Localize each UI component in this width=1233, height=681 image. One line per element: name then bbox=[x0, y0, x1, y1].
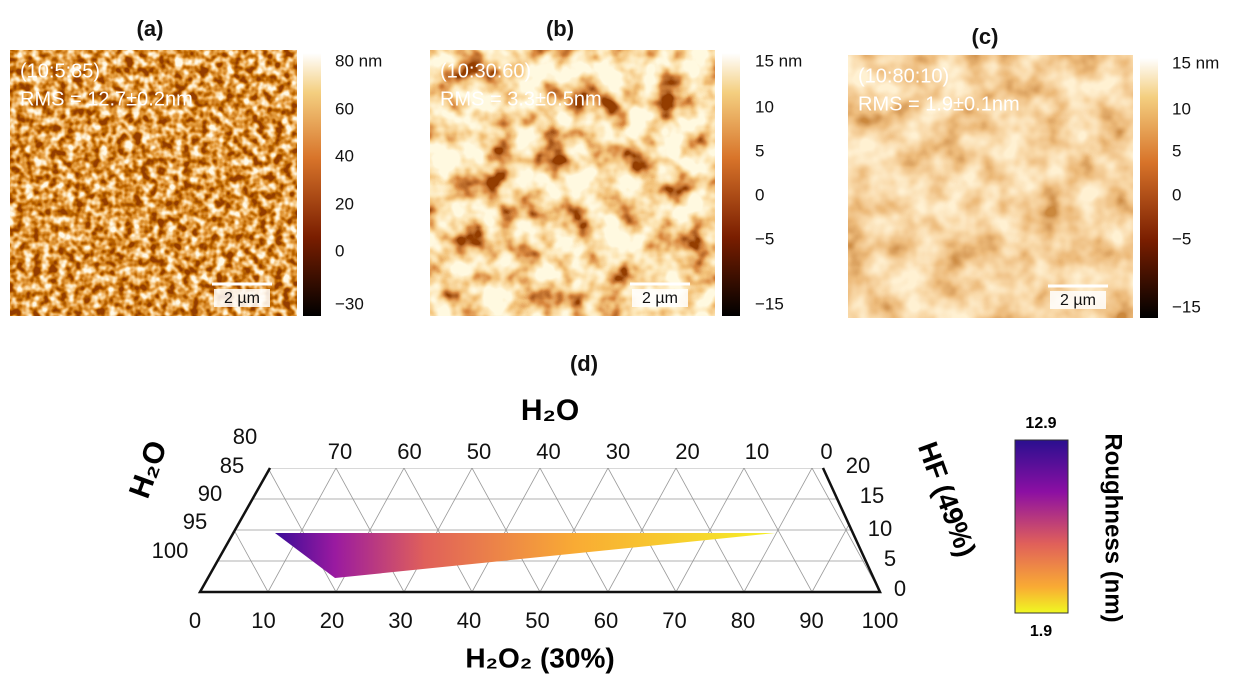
colorbar-tick-label: 40 bbox=[335, 146, 354, 165]
scale-bar-label: 2 µm bbox=[642, 290, 678, 307]
colorbar-tick-label: 5 bbox=[1172, 141, 1181, 160]
panel-label: (d) bbox=[570, 351, 598, 376]
top-tick-label: 30 bbox=[606, 439, 630, 464]
bottom-axis-title: H₂O₂ (30%) bbox=[465, 642, 614, 673]
rms: RMS = 3.3±0.5nm bbox=[440, 88, 602, 110]
rms: RMS = 12.7±0.2nm bbox=[20, 88, 193, 110]
colorbar-title: Roughness (nm) bbox=[1100, 433, 1127, 622]
scale-bar-label: 2 µm bbox=[224, 290, 260, 307]
colorbar-tick-label: −15 bbox=[1172, 297, 1201, 316]
grid-line bbox=[64, 468, 132, 592]
bottom-tick-label: 90 bbox=[799, 608, 823, 633]
grid bbox=[0, 468, 1233, 592]
bottom-tick-label: 50 bbox=[525, 608, 549, 633]
bottom-tick-label: 80 bbox=[731, 608, 755, 633]
top-tick-label: 10 bbox=[745, 439, 769, 464]
bottom-tick-label: 30 bbox=[388, 608, 412, 633]
bottom-tick-label: 10 bbox=[251, 608, 275, 633]
colorbar-tick-label: 15 nm bbox=[755, 51, 802, 70]
colorbar-tick-label: −5 bbox=[755, 229, 774, 248]
panel-label: (b) bbox=[546, 16, 574, 41]
rms: RMS = 1.9±0.1nm bbox=[858, 93, 1020, 115]
colorbar-tick-label: −30 bbox=[335, 294, 364, 313]
left-axis-title: H₂O bbox=[123, 436, 174, 502]
colorbar-max: 12.9 bbox=[1025, 415, 1056, 432]
right-axis-title: HF (49%) bbox=[912, 438, 982, 561]
colorbar-tick-label: 15 nm bbox=[1172, 53, 1219, 72]
grid-line bbox=[267, 468, 337, 592]
left-tick-label: 100 bbox=[152, 538, 189, 563]
grid-line bbox=[0, 468, 64, 592]
colorbar-tick-label: −15 bbox=[755, 294, 784, 313]
colorbar bbox=[1140, 58, 1158, 318]
top-tick-label: 0 bbox=[820, 439, 832, 464]
scale-bar-bg bbox=[632, 289, 688, 307]
colorbar-tick-label: 0 bbox=[1172, 185, 1181, 204]
roughness-region bbox=[275, 533, 775, 578]
grid-line bbox=[0, 468, 64, 592]
colorbar-tick-label: 80 nm bbox=[335, 51, 382, 70]
right-tick-label: 0 bbox=[894, 576, 906, 601]
right-tick-label: 15 bbox=[860, 483, 884, 508]
bottom-tick-label: 100 bbox=[862, 608, 899, 633]
colorbar-tick-label: 60 bbox=[335, 99, 354, 118]
axes bbox=[197, 467, 882, 594]
panel-label: (a) bbox=[137, 16, 164, 41]
colorbar-tick-label: 20 bbox=[335, 194, 354, 213]
bottom-tick-label: 0 bbox=[189, 608, 201, 633]
right-tick-label: 5 bbox=[884, 546, 896, 571]
afm-image bbox=[848, 55, 1133, 318]
colorbar-tick-label: 10 bbox=[1172, 99, 1191, 118]
grid-line bbox=[743, 468, 813, 592]
afm-image bbox=[10, 50, 297, 316]
top-tick-label: 20 bbox=[675, 439, 699, 464]
top-tick-label: 60 bbox=[397, 439, 421, 464]
grid-line bbox=[1152, 468, 1220, 592]
scale-bar-bg bbox=[214, 289, 270, 307]
right-tick-label: 10 bbox=[868, 516, 892, 541]
colorbar-tick-label: −5 bbox=[1172, 229, 1191, 248]
grid-line bbox=[1220, 468, 1233, 592]
grid-line bbox=[471, 468, 541, 592]
colorbar-min: 1.9 bbox=[1030, 623, 1052, 640]
bottom-tick-label: 60 bbox=[594, 608, 618, 633]
grid-line bbox=[811, 468, 880, 592]
roughness-colorbar bbox=[1014, 439, 1069, 614]
grid-line bbox=[675, 468, 745, 592]
bottom-tick-label: 20 bbox=[320, 608, 344, 633]
colorbar bbox=[303, 53, 321, 316]
top-tick-label: 50 bbox=[467, 439, 491, 464]
top-tick-label: 40 bbox=[536, 439, 560, 464]
left-tick-label: 90 bbox=[198, 481, 222, 506]
colorbar-tick-label: 0 bbox=[335, 241, 344, 260]
afm-image bbox=[430, 50, 715, 316]
composition: (10:30:60) bbox=[440, 60, 531, 82]
colorbar-tick-label: 5 bbox=[755, 141, 764, 160]
scale-bar-bg bbox=[1050, 291, 1106, 309]
colorbar-tick-label: 0 bbox=[755, 185, 764, 204]
left-tick-label: 85 bbox=[220, 453, 244, 478]
top-axis-title: H₂O bbox=[521, 394, 579, 427]
composition: (10:80:10) bbox=[858, 65, 949, 87]
left-tick-label: 80 bbox=[233, 424, 257, 449]
scale-bar-label: 2 µm bbox=[1060, 292, 1096, 309]
bottom-tick-label: 70 bbox=[662, 608, 686, 633]
left-tick-label: 95 bbox=[183, 509, 207, 534]
grid-line bbox=[539, 468, 609, 592]
right-tick-label: 20 bbox=[846, 453, 870, 478]
composition: (10:5:85) bbox=[20, 60, 100, 82]
colorbar bbox=[722, 53, 740, 316]
grid-line bbox=[607, 468, 677, 592]
grid-line bbox=[1152, 468, 1220, 592]
panel-label: (c) bbox=[972, 24, 999, 49]
grid-line bbox=[64, 468, 132, 592]
colorbar-tick-label: 10 bbox=[755, 97, 774, 116]
top-tick-label: 70 bbox=[328, 439, 352, 464]
bottom-tick-label: 40 bbox=[457, 608, 481, 633]
grid-line bbox=[403, 468, 473, 592]
